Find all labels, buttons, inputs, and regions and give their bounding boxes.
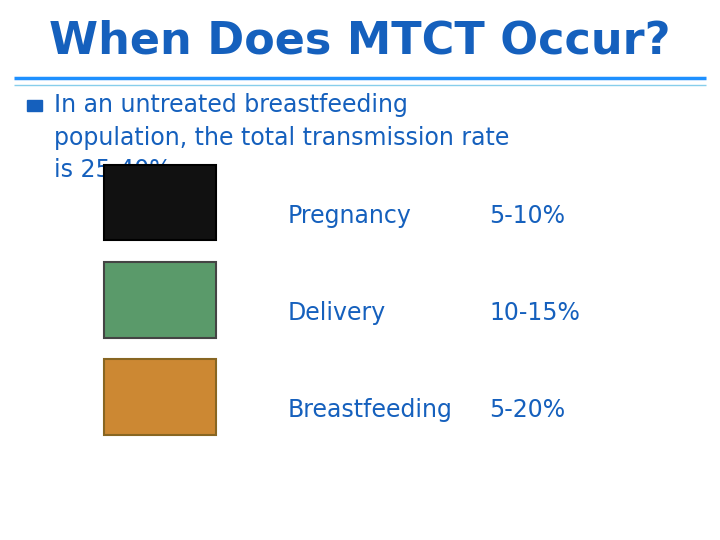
FancyBboxPatch shape bbox=[104, 165, 216, 240]
Text: population, the total transmission rate: population, the total transmission rate bbox=[54, 126, 509, 150]
Text: 5-10%: 5-10% bbox=[490, 204, 566, 228]
Text: Pregnancy: Pregnancy bbox=[288, 204, 412, 228]
Text: Delivery: Delivery bbox=[288, 301, 386, 325]
Text: is 25-40%: is 25-40% bbox=[54, 158, 171, 182]
Text: When Does MTCT Occur?: When Does MTCT Occur? bbox=[49, 19, 671, 62]
Text: Breastfeeding: Breastfeeding bbox=[288, 399, 453, 422]
Bar bbox=[27, 100, 42, 111]
Text: 10-15%: 10-15% bbox=[490, 301, 580, 325]
Text: In an untreated breastfeeding: In an untreated breastfeeding bbox=[54, 93, 408, 117]
FancyBboxPatch shape bbox=[104, 262, 216, 338]
FancyBboxPatch shape bbox=[104, 359, 216, 435]
Text: 5-20%: 5-20% bbox=[490, 399, 566, 422]
